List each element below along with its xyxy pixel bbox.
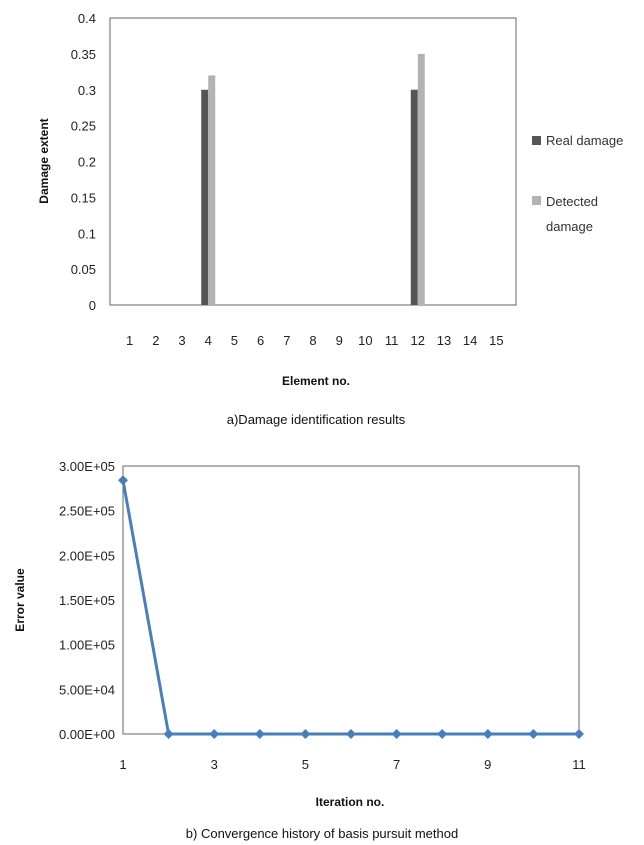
chart-a-xtick-label: 2 (152, 333, 159, 348)
chart-a-ylabel: Damage extent (37, 118, 51, 203)
line-point-marker (346, 729, 356, 739)
bar-real-damage (410, 89, 418, 305)
legend-swatch-detected-damage (532, 196, 541, 205)
legend-label-detected-damage-line2: damage (546, 219, 593, 234)
line-error-series (121, 480, 579, 736)
chart-a-xtick-label: 13 (437, 333, 451, 348)
chart-b-plot-frame (122, 465, 580, 735)
chart-convergence-history: 0.00E+00 5.00E+04 1.00E+05 1.50E+05 2.00E+05… (13, 459, 586, 841)
chart-b-ytick-label: 2.00E+05 (59, 548, 115, 563)
bar-detected-damage (208, 75, 216, 306)
chart-a-xtick-label: 1 (126, 333, 133, 348)
chart-a-ytick-label: 0.25 (71, 119, 96, 134)
chart-a-xtick-label: 15 (489, 333, 503, 348)
chart-a-ytick-label: 0.2 (78, 155, 96, 170)
chart-a-xtick-label: 11 (385, 333, 399, 348)
chart-b-xlabel: Iteration no. (316, 795, 385, 809)
legend-label-detected-damage: Detected (546, 194, 598, 209)
chart-b-ytick-label: 0.00E+00 (59, 727, 115, 742)
chart-b-ylabel: Error value (13, 568, 27, 632)
chart-a-caption: a)Damage identification results (227, 412, 406, 427)
bar-real-damage (201, 89, 209, 305)
chart-b-xtick-label: 9 (484, 757, 491, 772)
chart-a-ytick-label: 0.3 (78, 83, 96, 98)
line-point-marker (391, 729, 402, 739)
chart-a-ytick-label: 0.05 (71, 262, 96, 277)
bar-detected-damage (417, 53, 425, 305)
line-point-marker (437, 729, 448, 739)
chart-a-xtick-label: 14 (463, 333, 477, 348)
chart-b-ytick-label: 1.00E+05 (59, 638, 115, 653)
chart-a-xtick-label: 9 (336, 333, 343, 348)
chart-a-xtick-label: 3 (178, 333, 185, 348)
line-point-marker (482, 729, 493, 739)
line-point-marker (574, 729, 584, 739)
line-point-marker (300, 729, 311, 739)
chart-b-ytick-label: 5.00E+04 (59, 682, 115, 697)
chart-a-xtick-label: 6 (257, 333, 264, 348)
chart-b-xtick-label: 3 (211, 757, 218, 772)
chart-a-ytick-label: 0.4 (78, 11, 96, 26)
chart-a-xtick-label: 7 (283, 333, 290, 348)
chart-a-xtick-label: 8 (309, 333, 316, 348)
chart-a-ytick-label: 0.1 (78, 226, 96, 241)
line-point-marker (209, 729, 220, 739)
legend-label-real-damage: Real damage (546, 133, 623, 148)
chart-b-ytick-label: 3.00E+05 (59, 459, 115, 474)
chart-b-ytick-label: 1.50E+05 (59, 593, 115, 608)
line-point-marker (163, 729, 174, 739)
chart-b-xtick-label: 1 (119, 757, 126, 772)
chart-a-plot-frame (109, 17, 517, 306)
chart-a-xtick-label: 4 (205, 333, 212, 348)
chart-b-ytick-label: 2.50E+05 (59, 504, 115, 519)
chart-a-ytick-label: 0.15 (71, 190, 96, 205)
line-point-marker (254, 729, 265, 739)
chart-a-xtick-label: 5 (231, 333, 238, 348)
chart-a-ytick-label: 0 (89, 298, 96, 313)
legend-swatch-real-damage (532, 136, 541, 145)
chart-b-caption: b) Convergence history of basis pursuit … (186, 826, 458, 841)
chart-b-xtick-label: 5 (302, 757, 309, 772)
chart-a-xtick-label: 12 (411, 333, 425, 348)
chart-b-xtick-label: 7 (393, 757, 400, 772)
chart-a-xtick-label: 10 (358, 333, 372, 348)
line-point-marker (118, 475, 128, 486)
chart-a-ytick-label: 0.35 (71, 47, 96, 62)
chart-b-xtick-label: 11 (572, 757, 586, 772)
line-point-marker (528, 729, 539, 739)
chart-a-xlabel: Element no. (282, 374, 350, 388)
chart-a-legend: Real damage Detected damage (532, 133, 623, 234)
